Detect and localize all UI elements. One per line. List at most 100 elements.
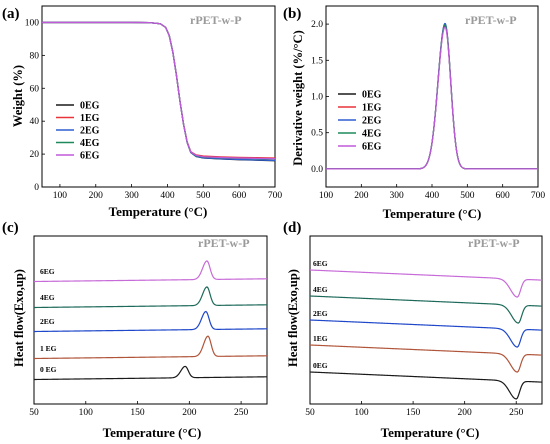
x-tick-label-a: 200 [89, 191, 104, 201]
series-line-d-2EG [309, 319, 543, 348]
curve-label-c-1EG: 1 EG [40, 344, 57, 353]
series-line-a-4EG [42, 21, 276, 160]
sample-tag-a: rPET-w-P [190, 13, 242, 27]
legend-label-a-4EG: 4EG [80, 138, 100, 149]
x-axis-label-a: Temperature (°C) [109, 204, 208, 219]
legend-label-b-4EG: 4EG [362, 129, 382, 140]
curve-label-d-4EG: 4EG [313, 285, 328, 294]
legend-label-a-6EG: 6EG [80, 151, 100, 162]
y-tick-label-b: 0.5 [311, 129, 323, 139]
curve-label-c-4EG: 4EG [40, 293, 55, 302]
y-tick-label-b: 2.0 [311, 20, 323, 30]
series-line-c-0EG [33, 365, 268, 381]
panel-label-d: (d) [283, 220, 301, 236]
legend-label-b-1EG: 1EG [362, 103, 382, 114]
series-line-c-4EG [33, 286, 268, 309]
sample-tag-c: rPET-w-P [198, 236, 250, 250]
x-tick-label-b: 400 [425, 191, 440, 201]
curve-label-d-6EG: 6EG [313, 259, 328, 268]
x-axis-label-c: Temperature (°C) [103, 425, 202, 440]
series-line-b-0EG [326, 25, 538, 170]
series-line-d-6EG [309, 269, 543, 298]
x-tick-label-a: 700 [268, 191, 283, 201]
panel-a: rPET-w-P Weight (%) Temperature (°C) 0EG… [11, 5, 283, 219]
plot-frame-a [41, 5, 276, 188]
x-tick-label-d: 250 [509, 408, 524, 418]
y-tick-label-a: 80 [30, 51, 40, 61]
x-tick-label-d: 150 [406, 408, 421, 418]
x-tick-label-d: 200 [458, 408, 473, 418]
y-tick-label-b: 1.0 [311, 93, 323, 103]
x-tick-label-b: 100 [319, 191, 334, 201]
series-line-d-1EG [309, 344, 543, 373]
y-axis-label-c: Heat flow(Exo,up) [12, 269, 26, 367]
x-axis-label-d: Temperature (°C) [381, 425, 480, 440]
panel-label-a: (a) [2, 6, 20, 22]
legend-label-b-2EG: 2EG [362, 116, 382, 127]
panel-label-b: (b) [283, 6, 301, 22]
x-tick-label-a: 100 [53, 191, 68, 201]
curve-label-c-0EG: 0 EG [40, 365, 57, 374]
series-line-d-0EG [309, 371, 543, 400]
x-tick-label-a: 600 [232, 191, 247, 201]
series-line-b-4EG [326, 24, 538, 170]
x-tick-label-b: 600 [496, 191, 511, 201]
x-tick-label-c: 50 [29, 408, 39, 418]
legend-b: 0EG 1EG 2EG 4EG 6EG [338, 90, 382, 153]
series-line-a-1EG [42, 21, 276, 159]
y-tick-label-a: 40 [30, 117, 40, 127]
legend-label-a-2EG: 2EG [80, 126, 100, 137]
x-axis-label-b: Temperature (°C) [383, 206, 482, 221]
legend-label-a-0EG: 0EG [80, 101, 100, 112]
curve-label-c-6EG: 6EG [40, 267, 55, 276]
x-tick-label-b: 200 [354, 191, 369, 201]
x-tick-label-c: 200 [182, 408, 197, 418]
series-line-a-6EG [42, 21, 276, 160]
series-line-c-2EG [33, 310, 268, 333]
curve-label-d-0EG: 0EG [313, 361, 328, 370]
x-tick-label-b: 500 [460, 191, 475, 201]
legend-label-b-6EG: 6EG [362, 142, 382, 153]
y-tick-label-a: 60 [30, 84, 40, 94]
y-tick-label-b: 1.5 [311, 56, 323, 66]
series-line-d-4EG [309, 295, 543, 324]
series-line-c-1EG [33, 335, 268, 360]
x-tick-label-d: 100 [354, 408, 369, 418]
curve-label-d-2EG: 2EG [313, 309, 328, 318]
y-tick-label-a: 0 [34, 183, 39, 193]
series-line-c-6EG [33, 260, 268, 283]
y-tick-label-b: 0.0 [311, 165, 323, 175]
x-tick-label-a: 500 [196, 191, 211, 201]
x-tick-label-c: 150 [130, 408, 145, 418]
panel-label-c: (c) [2, 220, 19, 236]
panel-c: rPET-w-P Heat flow(Exo,up) Temperature (… [12, 235, 268, 440]
curve-label-c-2EG: 2EG [40, 317, 55, 326]
series-line-b-1EG [326, 23, 538, 170]
curve-label-d-1EG: 1EG [313, 334, 328, 343]
x-tick-label-a: 300 [124, 191, 139, 201]
y-axis-label-a: Weight (%) [11, 65, 25, 127]
series-line-a-2EG [42, 21, 276, 162]
x-tick-label-b: 700 [531, 191, 546, 201]
x-tick-label-c: 100 [79, 408, 94, 418]
y-tick-label-a: 100 [25, 18, 40, 28]
series-line-b-6EG [326, 26, 538, 170]
series-line-a-0EG [42, 21, 276, 162]
panel-d: rPET-w-P Heat flow(Exo,up) Temperature (… [286, 235, 543, 440]
plot-frame-c [33, 235, 268, 405]
x-tick-label-a: 400 [160, 191, 175, 201]
plot-frame-b [325, 5, 539, 188]
plot-frame-d [309, 235, 543, 405]
y-axis-label-d: Heat flow(Exo,up) [286, 269, 300, 367]
legend-label-a-1EG: 1EG [80, 113, 100, 124]
series-line-b-2EG [326, 22, 538, 170]
y-axis-label-b: Derivative weight (%/°C) [291, 30, 305, 166]
x-tick-label-b: 300 [390, 191, 405, 201]
sample-tag-d: rPET-w-P [468, 236, 520, 250]
legend-label-b-0EG: 0EG [362, 90, 382, 101]
panel-b: rPET-w-P Derivative weight (%/°C) Temper… [291, 5, 546, 221]
x-tick-label-d: 50 [305, 408, 315, 418]
sample-tag-b: rPET-w-P [465, 13, 517, 27]
